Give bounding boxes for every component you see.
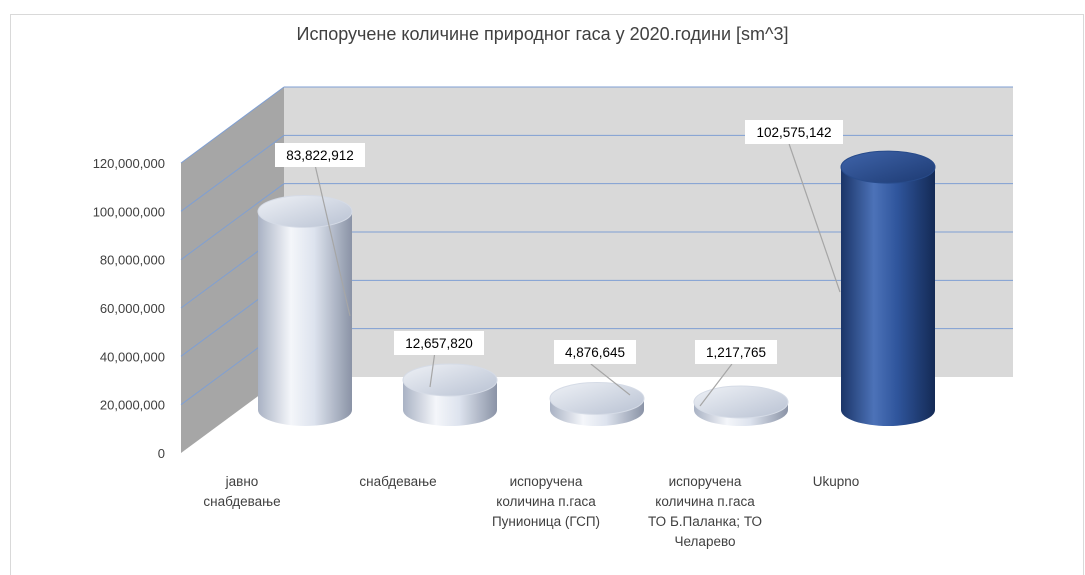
data-label-text: 12,657,820 [405, 336, 473, 351]
leader-line [788, 143, 841, 293]
y-tick-label: 120,000,000 [93, 156, 165, 171]
y-tick-label: 40,000,000 [100, 349, 165, 364]
y-tick-label: 20,000,000 [100, 398, 165, 413]
bar-top [549, 381, 645, 415]
data-label-box [275, 143, 365, 167]
leader-line [590, 363, 631, 396]
chart-title: Испоручене количине природног гаса у 202… [296, 24, 789, 44]
x-category-label: Ukupno [813, 474, 860, 489]
data-label-box [745, 120, 843, 144]
y-tick-label: 0 [158, 446, 165, 461]
data-label-box [394, 331, 484, 355]
bar-5 [840, 150, 936, 426]
bar-top [840, 150, 936, 184]
gridline-side [180, 134, 285, 212]
leader-line [699, 363, 733, 407]
y-tick-label: 60,000,000 [100, 301, 165, 316]
bar-top [402, 363, 498, 397]
data-label-text: 1,217,765 [706, 345, 766, 360]
bar-top [257, 194, 353, 228]
leader-line [314, 166, 351, 317]
gridline-side [180, 86, 285, 164]
data-label: 83,822,912 [275, 143, 365, 167]
data-label-text: 102,575,142 [756, 125, 831, 140]
bar-body [841, 167, 935, 426]
gridline-side [180, 183, 285, 261]
data-label-box [695, 340, 777, 364]
bar-4 [693, 385, 789, 426]
x-category-label: снабдевање [359, 474, 436, 489]
bar-1 [257, 194, 353, 426]
bar-2 [402, 363, 498, 426]
x-category-label: испоручена количина п.гаса ТО Б.Паланка; Т… [648, 474, 762, 549]
leader-line [429, 354, 436, 388]
bar-top [693, 385, 789, 419]
data-label-text: 4,876,645 [565, 345, 625, 360]
data-label: 4,876,645 [554, 340, 636, 364]
y-tick-label: 100,000,000 [93, 204, 165, 219]
x-category-label: испоручена количина п.гаса Пунионица (ГСП) [492, 474, 600, 529]
data-label: 102,575,142 [745, 120, 843, 144]
x-category-label: јавно снабдевање [203, 474, 280, 509]
data-label: 1,217,765 [695, 340, 777, 364]
data-label: 12,657,820 [394, 331, 484, 355]
data-label-text: 83,822,912 [286, 148, 354, 163]
bar-3 [549, 381, 645, 426]
data-label-box [554, 340, 636, 364]
y-tick-label: 80,000,000 [100, 253, 165, 268]
bar-body [258, 211, 352, 426]
